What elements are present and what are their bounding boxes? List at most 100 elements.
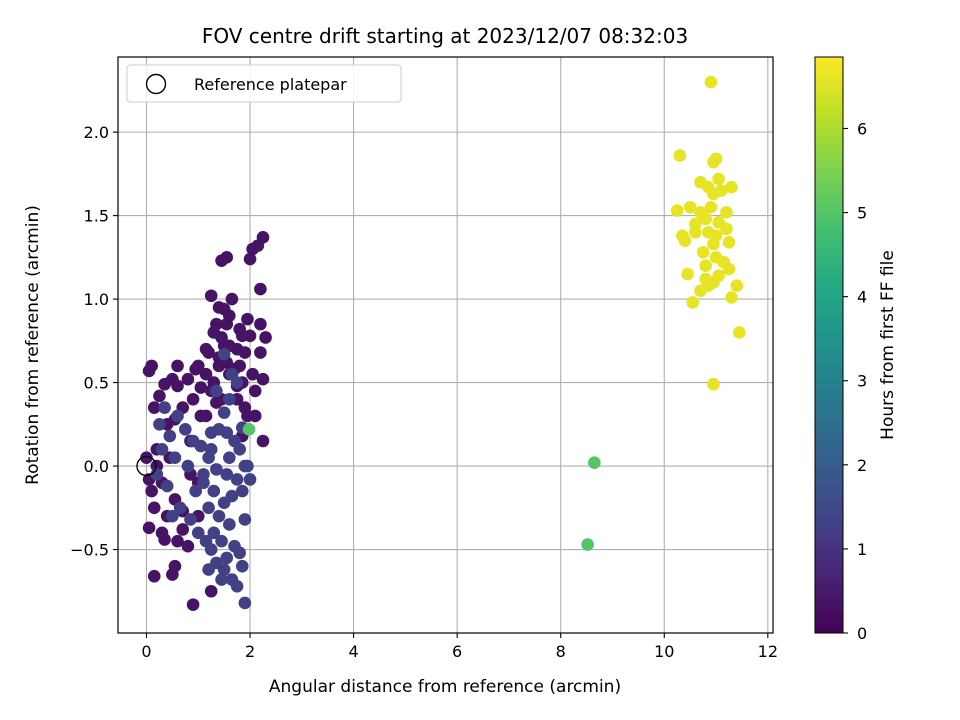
reference-marker xyxy=(136,455,157,477)
data-point xyxy=(220,468,234,481)
data-point xyxy=(223,309,236,323)
data-point xyxy=(712,172,725,186)
y-tick-label: −0.5 xyxy=(70,541,109,560)
data-point xyxy=(194,381,208,394)
data-point xyxy=(199,342,213,356)
data-point xyxy=(207,484,221,498)
data-point xyxy=(189,362,202,376)
legend-box xyxy=(126,64,402,103)
data-point xyxy=(181,372,195,386)
data-point xyxy=(210,384,223,398)
data-point xyxy=(215,573,228,586)
y-tick-label: 0.0 xyxy=(84,457,109,476)
legend-label-reference: Reference platepar xyxy=(194,75,347,94)
data-point xyxy=(223,392,236,406)
data-point xyxy=(670,204,684,217)
data-point xyxy=(720,222,733,236)
data-point xyxy=(168,451,182,464)
data-point xyxy=(588,456,601,470)
data-point xyxy=(686,296,700,309)
data-point xyxy=(166,509,179,523)
data-point xyxy=(217,563,231,576)
data-point xyxy=(699,259,712,272)
data-point xyxy=(212,359,226,373)
data-point xyxy=(202,451,215,464)
data-point xyxy=(153,418,166,431)
legend: Reference platepar xyxy=(126,64,402,103)
data-point xyxy=(150,468,164,481)
colorbar-tick-label: 5 xyxy=(857,204,867,223)
data-point xyxy=(243,473,257,486)
colorbar: 0 1 2 3 4 5 6 Hours from first FF file xyxy=(814,56,898,643)
data-point xyxy=(217,347,231,361)
data-point xyxy=(704,75,718,89)
colorbar-ticks: 0 1 2 3 4 5 6 xyxy=(843,119,867,643)
data-point xyxy=(223,518,236,531)
data-point xyxy=(153,389,166,403)
data-point xyxy=(696,246,710,259)
data-point xyxy=(181,539,195,553)
data-point xyxy=(230,473,244,486)
data-point xyxy=(142,521,156,535)
data-point xyxy=(171,359,184,373)
data-point xyxy=(689,226,702,239)
data-point xyxy=(155,526,169,540)
data-point xyxy=(186,434,200,448)
colorbar-tick-label: 1 xyxy=(857,540,867,559)
data-point xyxy=(235,484,249,498)
data-point xyxy=(704,200,718,214)
x-tick-label: 10 xyxy=(654,642,674,661)
y-tick-label: 1.0 xyxy=(84,290,109,309)
data-point xyxy=(204,289,218,303)
colorbar-tick-label: 0 xyxy=(857,624,867,643)
data-point xyxy=(683,200,697,214)
data-point xyxy=(233,546,246,560)
data-point xyxy=(147,501,161,515)
data-point xyxy=(204,584,218,598)
data-point xyxy=(238,596,252,610)
data-point xyxy=(694,175,707,189)
data-point xyxy=(202,563,215,576)
data-point xyxy=(256,434,270,448)
chart-title: FOV centre drift starting at 2023/12/07 … xyxy=(202,24,688,48)
data-point xyxy=(186,598,200,611)
data-point xyxy=(225,292,239,306)
data-point xyxy=(147,401,161,414)
data-point xyxy=(248,409,262,423)
data-point xyxy=(230,376,244,389)
data-points xyxy=(140,75,746,611)
data-point xyxy=(191,526,205,540)
data-point xyxy=(197,468,210,481)
data-point xyxy=(145,484,158,498)
data-point xyxy=(248,384,262,398)
data-point xyxy=(733,326,746,339)
data-point xyxy=(256,372,270,386)
x-tick-label: 8 xyxy=(556,642,566,661)
data-point xyxy=(171,379,184,393)
data-point xyxy=(235,559,249,573)
data-point xyxy=(712,269,725,283)
data-point xyxy=(171,534,184,548)
x-axis-label: Angular distance from reference (arcmin) xyxy=(269,677,621,697)
data-point xyxy=(235,329,249,343)
data-point xyxy=(246,242,259,256)
data-point xyxy=(241,312,254,326)
data-point xyxy=(147,569,161,583)
data-point xyxy=(242,423,256,436)
data-point xyxy=(217,496,231,510)
data-point xyxy=(181,459,195,473)
data-point xyxy=(215,254,228,267)
x-tick-label: 4 xyxy=(348,642,358,661)
data-point xyxy=(194,409,208,423)
data-point xyxy=(230,579,244,593)
x-tick-label: 2 xyxy=(245,642,255,661)
x-tick-label: 0 xyxy=(141,642,151,661)
data-point xyxy=(681,267,694,281)
data-point xyxy=(207,526,221,540)
data-point xyxy=(722,236,736,249)
data-point xyxy=(210,317,223,331)
data-point xyxy=(160,479,174,493)
data-point xyxy=(238,513,252,526)
data-point xyxy=(220,551,234,565)
